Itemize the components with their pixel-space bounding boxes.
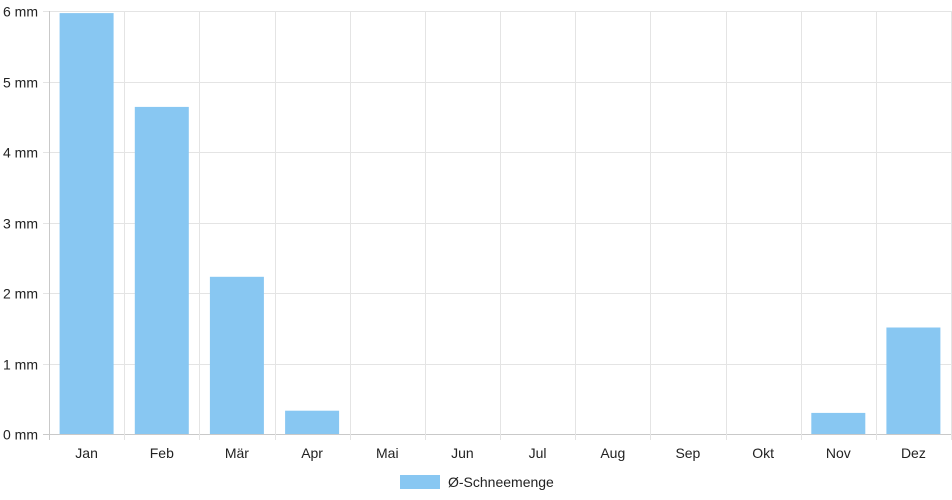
x-tick-label: Jun (451, 445, 474, 461)
y-tick-label: 4 mm (3, 145, 38, 161)
chart-legend[interactable]: Ø-Schneemenge (400, 474, 554, 490)
x-tick-label: Dez (901, 445, 926, 461)
x-tick-label: Sep (675, 445, 700, 461)
chart-canvas: 0 mm 1 mm 2 mm 3 mm 4 mm 5 mm 6 mm Jan Feb Mär Apr… (3, 4, 952, 462)
labels-layer: 0 mm 1 mm 2 mm 3 mm 4 mm 5 mm 6 mm Jan Feb Mär Apr… (3, 4, 926, 462)
x-tick-label: Jan (75, 445, 98, 461)
bars-layer (59, 13, 941, 435)
x-tick-label: Okt (752, 445, 774, 461)
x-tick-label: Nov (826, 445, 851, 461)
legend-swatch (400, 475, 440, 489)
bar-feb[interactable] (134, 106, 189, 435)
legend-label: Ø-Schneemenge (448, 474, 554, 490)
y-tick-label: 5 mm (3, 75, 38, 91)
x-tick-label: Feb (150, 445, 174, 461)
bar-jan[interactable] (59, 13, 114, 434)
x-tick-label: Aug (600, 445, 625, 461)
grid-layer (43, 11, 952, 440)
x-tick-label: Mär (225, 445, 249, 461)
bar-apr[interactable] (285, 410, 340, 434)
y-tick-label: 0 mm (3, 427, 38, 443)
y-tick-label: 2 mm (3, 286, 38, 302)
bar-mär[interactable] (209, 276, 264, 434)
x-tick-label: Mai (376, 445, 399, 461)
x-tick-label: Apr (301, 445, 323, 461)
bar-nov[interactable] (811, 412, 866, 434)
y-tick-label: 1 mm (3, 357, 38, 373)
y-tick-label: 3 mm (3, 216, 38, 232)
x-tick-label: Jul (529, 445, 547, 461)
bar-dez[interactable] (886, 327, 941, 435)
y-tick-label: 6 mm (3, 4, 38, 20)
